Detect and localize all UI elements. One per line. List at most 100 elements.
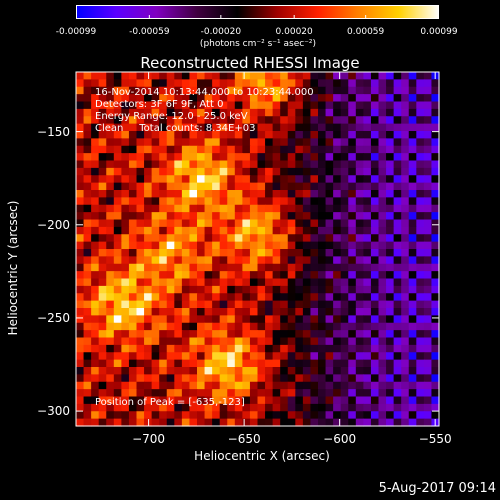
heatmap-cell — [242, 330, 251, 339]
heatmap-cell — [416, 182, 425, 191]
heatmap-cell — [272, 263, 281, 272]
heatmap-cell — [280, 94, 289, 103]
heatmap-cell — [219, 131, 228, 139]
heatmap-cell — [401, 411, 410, 420]
heatmap-cell — [204, 145, 213, 154]
heatmap-cell — [83, 359, 92, 368]
heatmap-cell — [355, 411, 364, 420]
heatmap-cell — [204, 344, 213, 353]
heatmap-cell — [325, 108, 334, 117]
heatmap-cell — [227, 381, 236, 390]
heatmap-cell — [136, 285, 145, 294]
heatmap-cell — [370, 116, 380, 125]
heatmap-cell — [212, 190, 221, 198]
heatmap-cell — [280, 160, 289, 169]
heatmap-cell — [219, 138, 228, 147]
heatmap-cell — [227, 418, 236, 427]
heatmap-cell — [151, 285, 160, 294]
heatmap-cell — [370, 381, 380, 390]
heatmap-cell — [106, 322, 115, 331]
heatmap-cell — [144, 241, 153, 250]
heatmap-cell — [249, 315, 259, 324]
heatmap-cell — [340, 219, 349, 228]
heatmap-cell — [355, 389, 364, 398]
heatmap-cell — [159, 308, 168, 316]
heatmap-cell — [242, 300, 251, 309]
heatmap-cell — [174, 367, 183, 375]
heatmap-cell — [204, 359, 213, 368]
heatmap-cell — [234, 131, 243, 139]
heatmap-cell — [136, 79, 145, 88]
heatmap-cell — [98, 108, 107, 117]
heatmap-cell — [76, 344, 85, 353]
heatmap-cell — [386, 234, 395, 243]
heatmap-cell — [212, 403, 221, 412]
heatmap-cell — [106, 219, 115, 228]
heatmap-cell — [181, 285, 191, 294]
heatmap-cell — [355, 116, 364, 125]
heatmap-cell — [272, 94, 281, 103]
heatmap-cell — [325, 285, 334, 294]
heatmap-cell — [302, 308, 312, 316]
heatmap-cell — [393, 101, 402, 110]
heatmap-cell — [340, 278, 349, 287]
heatmap-cell — [197, 381, 206, 390]
heatmap-cell — [121, 418, 130, 427]
heatmap-cell — [295, 285, 304, 294]
heatmap-cell — [416, 167, 425, 176]
heatmap-cell — [106, 123, 115, 132]
heatmap-cell — [310, 249, 319, 257]
heatmap-cell — [348, 322, 357, 331]
heatmap-cell — [280, 403, 289, 412]
heatmap-cell — [265, 160, 274, 169]
heatmap-cell — [318, 389, 327, 398]
heatmap-cell — [393, 300, 402, 309]
heatmap-cell — [287, 175, 296, 184]
heatmap-cell — [431, 249, 440, 257]
heatmap-cell — [333, 418, 342, 427]
heatmap-cell — [272, 108, 281, 117]
heatmap-cell — [287, 167, 296, 176]
heatmap-cell — [386, 79, 395, 88]
heatmap-cell — [416, 226, 425, 235]
heatmap-cell — [174, 396, 183, 405]
heatmap-cell — [136, 300, 145, 309]
heatmap-cell — [144, 175, 153, 184]
heatmap-cell — [249, 79, 259, 88]
heatmap-cell — [159, 197, 168, 206]
heatmap-cell — [204, 182, 213, 191]
heatmap-cell — [280, 145, 289, 154]
heatmap-cell — [340, 389, 349, 398]
heatmap-cell — [378, 190, 387, 198]
heatmap-cell — [204, 175, 213, 184]
heatmap-cell — [83, 153, 92, 162]
heatmap-cell — [121, 241, 130, 250]
heatmap-cell — [189, 322, 198, 331]
heatmap-cell — [302, 352, 312, 361]
heatmap-cell — [280, 72, 289, 80]
heatmap-cell — [174, 175, 183, 184]
heatmap-cell — [348, 411, 357, 420]
heatmap-cell — [416, 234, 425, 243]
heatmap-cell — [333, 337, 342, 346]
heatmap-cell — [113, 86, 122, 95]
heatmap-cell — [318, 271, 327, 280]
heatmap-cell — [355, 241, 364, 250]
heatmap-cell — [363, 337, 372, 346]
heatmap-cell — [166, 241, 175, 250]
heatmap-cell — [181, 138, 191, 147]
heatmap-cell — [416, 101, 425, 110]
heatmap-cell — [355, 359, 364, 368]
heatmap-cell — [386, 396, 395, 405]
heatmap-cell — [242, 72, 251, 80]
heatmap-cell — [204, 212, 213, 221]
heatmap-cell — [181, 190, 191, 198]
heatmap-cell — [393, 352, 402, 361]
heatmap-cell — [378, 131, 387, 139]
heatmap-cell — [280, 249, 289, 257]
heatmap-cell — [144, 308, 153, 316]
heatmap-cell — [197, 285, 206, 294]
heatmap-cell — [136, 337, 145, 346]
heatmap-cell — [272, 411, 281, 420]
heatmap-cell — [76, 263, 85, 272]
